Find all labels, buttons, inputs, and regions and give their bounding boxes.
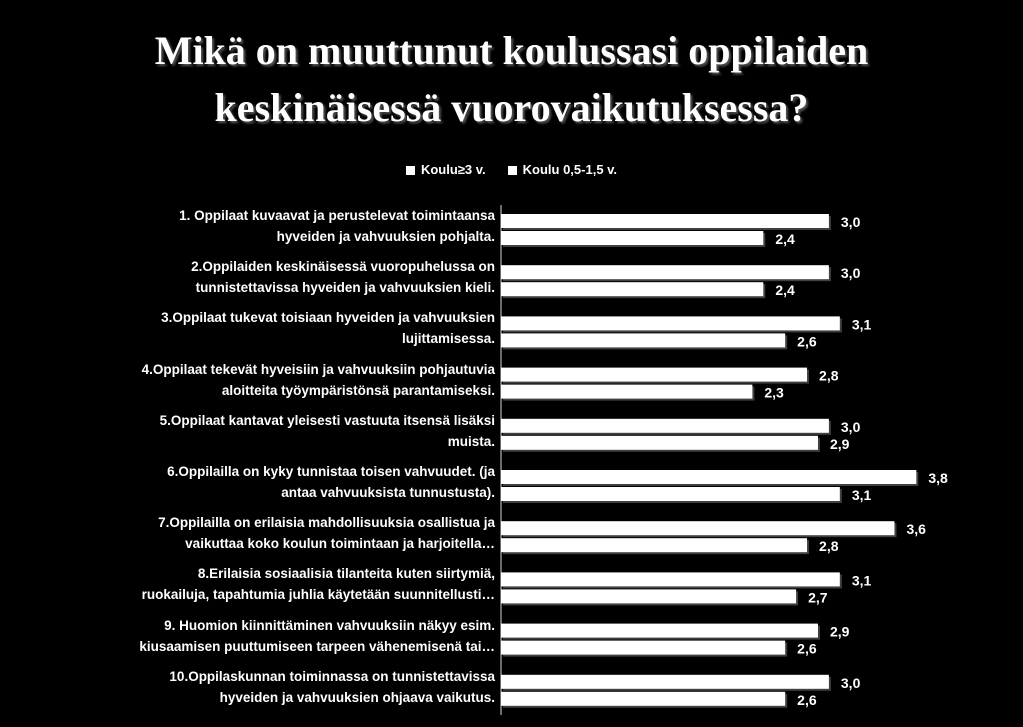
bar-series-2 (501, 435, 818, 450)
bar-series-1 (501, 214, 829, 228)
bar-series-2 (501, 333, 786, 348)
data-label-series-2: 2,8 (819, 538, 839, 554)
category-label-line: kiusaamisen puuttumiseen tarpeen vähenem… (139, 638, 495, 654)
category-label-line: 4.Oppilaat tekevät hyveisiin ja vahvuuks… (141, 361, 495, 377)
data-label-series-1: 3,0 (841, 419, 861, 435)
category-label: 9. Huomion kiinnittäminen vahvuuksiin nä… (40, 615, 495, 657)
legend-swatch-series-1 (405, 165, 415, 175)
category-label-line: aloitteita työympäristönsä parantamiseks… (221, 382, 495, 398)
category-label-line: 2.Oppilaiden keskinäisessä vuoropuheluss… (191, 259, 495, 275)
category-label: 7.Oppilailla on erilaisia mahdollisuuksi… (40, 512, 495, 554)
chart-title-line-2: keskinäisessä vuorovaikutuksessa? (214, 85, 809, 130)
data-label-series-2: 3,1 (852, 487, 872, 503)
data-label-series-2: 2,4 (775, 282, 795, 298)
data-label-series-2: 2,3 (764, 385, 784, 401)
category-label-line: 3.Oppilaat tukevat toisiaan hyveiden ja … (161, 310, 495, 326)
data-label-series-1: 3,1 (852, 572, 872, 588)
bar-series-1 (501, 367, 808, 382)
bar-series-1 (501, 521, 895, 536)
legend-item-series-1: Koulu≥3 v. (405, 161, 486, 179)
bar-series-1 (501, 674, 829, 689)
category-label: 4.Oppilaat tekevät hyveisiin ja vahvuuks… (40, 359, 495, 401)
bar-series-2 (501, 384, 753, 399)
bar-series-1 (501, 316, 840, 331)
data-label-series-1: 3,1 (852, 316, 872, 332)
legend-label-series-2: Koulu 0,5-1,5 v. (522, 162, 618, 177)
bar-series-2 (501, 231, 764, 245)
category-label: 5.Oppilaat kantavat yleisesti vastuuta i… (40, 410, 495, 452)
chart-title: Mikä on muuttunut koulussasi oppilaiden … (0, 22, 1023, 136)
bar-series-1 (501, 265, 829, 280)
category-label-line: hyveiden ja vahvuuksien ohjaava vaikutus… (219, 689, 495, 705)
legend-item-series-2: Koulu 0,5-1,5 v. (507, 161, 618, 179)
chart-title-line-1: Mikä on muuttunut koulussasi oppilaiden (154, 28, 869, 73)
category-label: 10.Oppilaskunnan toiminnassa on tunniste… (40, 666, 495, 708)
data-label-series-1: 2,8 (819, 368, 839, 384)
category-label-line: vaikuttaa koko koulun toimintaan ja harj… (185, 536, 495, 552)
category-label-line: hyveiden ja vahvuuksien pohjalta. (276, 229, 495, 244)
chart-legend: Koulu≥3 v. Koulu 0,5-1,5 v. (0, 161, 1023, 179)
category-label: 8.Erilaisia sosiaalisia tilanteita kuten… (40, 563, 495, 605)
category-label-line: 9. Huomion kiinnittäminen vahvuuksiin nä… (164, 617, 495, 633)
data-label-series-1: 2,9 (830, 624, 850, 640)
category-label-line: lujittamisessa. (401, 331, 495, 347)
category-label-line: tunnistettavissa hyveiden ja vahvuuksien… (195, 280, 495, 296)
bar-series-1 (501, 623, 818, 638)
data-label-series-1: 3,6 (906, 521, 926, 537)
bar-series-2 (501, 640, 786, 655)
data-label-series-1: 3,0 (841, 265, 861, 281)
bar-series-2 (501, 282, 764, 297)
bar-series-2 (501, 487, 840, 501)
legend-label-series-1: Koulu≥3 v. (420, 162, 486, 177)
bar-series-2 (501, 589, 797, 604)
data-label-series-1: 3,0 (841, 214, 861, 230)
category-label-line: 6.Oppilailla on kyky tunnistaa toisen va… (167, 464, 495, 479)
category-label-line: 7.Oppilailla on erilaisia mahdollisuuksi… (158, 515, 495, 531)
bar-series-2 (501, 538, 808, 553)
data-label-series-2: 2,6 (797, 333, 817, 349)
category-label: 2.Oppilaiden keskinäisessä vuoropuheluss… (40, 256, 495, 298)
legend-swatch-series-2 (507, 165, 517, 175)
data-label-series-2: 2,7 (808, 589, 828, 605)
data-label-series-2: 2,6 (797, 641, 817, 657)
category-label: 3.Oppilaat tukevat toisiaan hyveiden ja … (40, 307, 495, 349)
bar-series-1 (501, 470, 917, 484)
category-label-line: 8.Erilaisia sosiaalisia tilanteita kuten… (197, 566, 495, 582)
category-label-line: 5.Oppilaat kantavat yleisesti vastuuta i… (159, 412, 495, 428)
bar-series-1 (501, 418, 829, 433)
category-label: 6.Oppilailla on kyky tunnistaa toisen va… (40, 461, 495, 503)
bar-series-1 (501, 572, 840, 587)
category-label-line: muista. (447, 433, 495, 449)
category-label-line: 10.Oppilaskunnan toiminnassa on tunniste… (169, 668, 495, 684)
data-label-series-2: 2,4 (775, 231, 795, 247)
data-label-series-1: 3,0 (841, 675, 861, 691)
data-label-series-1: 3,8 (928, 470, 948, 486)
data-label-series-2: 2,6 (797, 692, 817, 708)
data-label-series-2: 2,9 (830, 436, 850, 452)
category-label-line: antaa vahvuuksista tunnustusta). (281, 485, 495, 500)
bar-series-2 (501, 691, 786, 706)
category-label-line: ruokailuja, tapahtumia juhlia käytetään … (141, 587, 495, 603)
category-label-line: 1. Oppilaat kuvaavat ja perustelevat toi… (179, 208, 495, 223)
category-label: 1. Oppilaat kuvaavat ja perustelevat toi… (40, 205, 495, 247)
